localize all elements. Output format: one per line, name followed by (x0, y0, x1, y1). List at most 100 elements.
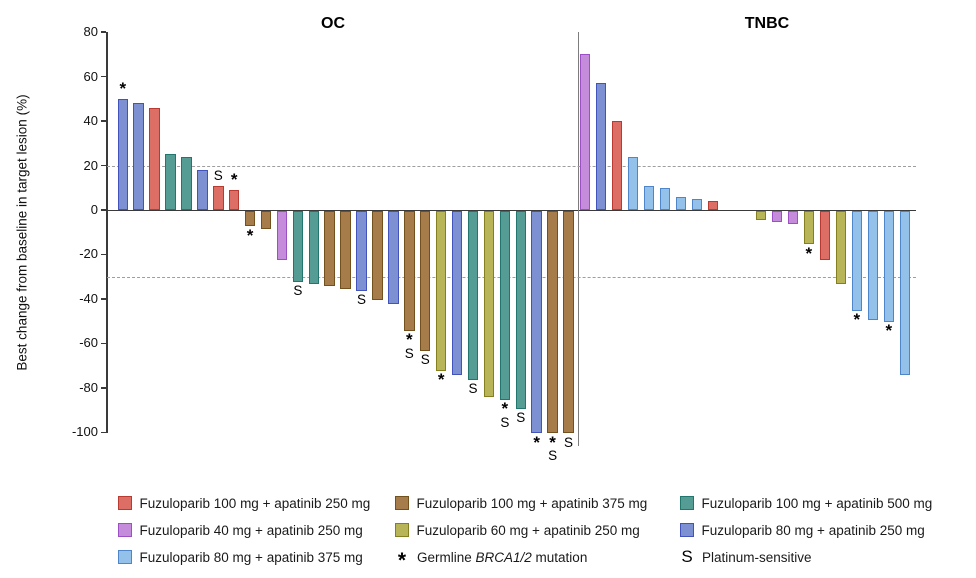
bar-tnbc-17 (835, 210, 846, 285)
bar-tnbc-2 (595, 83, 606, 210)
legend-item: Fuzuloparib 80 mg + apatinib 375 mg (118, 544, 363, 570)
bar-tnbc-7 (675, 196, 686, 210)
y-tick-label: -20 (79, 246, 98, 262)
legend-swatch-purple (118, 523, 132, 537)
y-tick-label: 0 (90, 202, 98, 217)
bar-tnbc-20 (883, 210, 894, 322)
platinum-sensitive-marker: S (293, 283, 303, 299)
y-tick-mark (100, 120, 106, 122)
reference-line-20 (107, 165, 916, 167)
legend-swatch-lightblue (118, 550, 132, 564)
bar-oc-16 (356, 210, 367, 291)
brca-mutation-marker: * (533, 432, 540, 452)
platinum-sensitive-marker: S (213, 167, 223, 183)
legend-swatch-red (118, 496, 132, 510)
platinum-sensitive-marker: S (500, 414, 510, 430)
y-tick-mark (100, 253, 106, 256)
bar-oc-20 (419, 210, 431, 351)
brca-mutation-marker: * (885, 321, 893, 341)
brca-mutation-marker: * (119, 78, 127, 98)
bar-oc-25 (499, 210, 511, 400)
bar-tnbc-13 (771, 210, 782, 222)
legend-label: Fuzuloparib 80 mg + apatinib 375 mg (139, 549, 363, 565)
brca-mutation-marker: * (501, 399, 509, 419)
legend-label: Fuzuloparib 80 mg + apatinib 250 mg (701, 522, 925, 538)
platinum-sensitive-marker: S (420, 352, 430, 368)
bar-oc-1 (117, 98, 128, 210)
legend-item: Fuzuloparib 80 mg + apatinib 250 mg (680, 517, 925, 543)
bar-tnbc-18 (851, 210, 862, 311)
bar-oc-6 (197, 169, 208, 210)
y-tick-label: -40 (79, 290, 98, 306)
y-tick-label: 20 (83, 157, 98, 173)
legend-swatch-brown (395, 496, 409, 510)
zero-baseline (106, 209, 916, 212)
y-tick-mark (100, 387, 106, 389)
y-axis-line (106, 31, 108, 433)
platinum-sensitive-marker: S (563, 434, 573, 450)
y-tick-label: 40 (83, 113, 98, 129)
y-tick-mark (100, 431, 106, 433)
bar-oc-19 (404, 210, 415, 331)
brca-mutation-marker: * (805, 243, 813, 263)
bar-oc-10 (260, 210, 272, 229)
legend-item: Fuzuloparib 100 mg + apatinib 500 mg (680, 490, 932, 516)
legend-label: Fuzuloparib 100 mg + apatinib 500 mg (701, 495, 933, 511)
y-tick-mark (100, 298, 106, 300)
legend-swatch-blue (680, 523, 694, 537)
legend-label: Platinum-sensitive (702, 549, 812, 565)
bar-tnbc-6 (659, 187, 670, 210)
legend-item: Fuzuloparib 40 mg + apatinib 250 mg (118, 517, 363, 543)
bar-oc-14 (324, 210, 335, 287)
bar-oc-27 (531, 210, 542, 434)
bar-oc-22 (451, 210, 463, 376)
y-axis-label: Best change from baseline in target lesi… (14, 93, 30, 371)
legend-item: Fuzuloparib 100 mg + apatinib 375 mg (395, 490, 647, 516)
platinum-sensitive-marker: S (468, 381, 478, 397)
bar-oc-8 (228, 189, 240, 210)
bar-oc-17 (372, 210, 383, 300)
brca-mutation-marker: * (853, 310, 861, 330)
bar-oc-23 (467, 210, 479, 380)
bar-oc-12 (292, 210, 304, 282)
bar-oc-3 (149, 107, 160, 210)
platinum-sensitive-marker: S (357, 292, 367, 308)
bar-oc-18 (388, 210, 399, 305)
bar-oc-7 (213, 185, 224, 210)
group-title-tnbc: TNBC (744, 15, 790, 32)
bar-oc-13 (308, 210, 320, 285)
legend-label: Fuzuloparib 100 mg + apatinib 250 mg (139, 495, 371, 511)
brca-mutation-marker: * (549, 432, 556, 452)
bar-oc-24 (483, 210, 495, 398)
reference-line--30 (107, 276, 916, 278)
bar-oc-4 (165, 154, 176, 210)
bar-tnbc-15 (803, 210, 814, 245)
bar-tnbc-19 (867, 210, 878, 320)
legend-label: Fuzuloparib 60 mg + apatinib 250 mg (416, 522, 640, 538)
y-tick-label: 60 (83, 68, 98, 84)
y-tick-mark (100, 75, 106, 78)
legend-item: * Germline BRCA1/2 mutation (395, 544, 587, 572)
y-tick-mark (100, 164, 106, 167)
y-tick-mark (100, 209, 106, 211)
brca-mutation-marker: * (230, 169, 238, 189)
y-tick-label: -80 (79, 379, 98, 395)
bar-oc-26 (515, 210, 526, 409)
brca-mutation-marker: * (246, 225, 254, 245)
brca-mutation-marker: * (437, 370, 445, 390)
bar-tnbc-8 (691, 198, 702, 210)
bar-tnbc-14 (787, 210, 798, 225)
legend-label: Fuzuloparib 100 mg + apatinib 375 mg (416, 495, 648, 511)
bar-tnbc-16 (819, 210, 830, 260)
legend-item: S Platinum-sensitive (680, 544, 812, 570)
brca-mutation-marker: * (405, 330, 413, 350)
bar-oc-21 (435, 210, 447, 371)
bar-tnbc-1 (579, 54, 590, 210)
bar-oc-5 (181, 156, 192, 210)
y-tick-mark (100, 31, 106, 33)
bar-oc-2 (133, 103, 144, 210)
legend-item: Fuzuloparib 60 mg + apatinib 250 mg (395, 517, 640, 543)
bar-tnbc-5 (643, 185, 654, 210)
y-tick-label: -60 (79, 335, 98, 351)
